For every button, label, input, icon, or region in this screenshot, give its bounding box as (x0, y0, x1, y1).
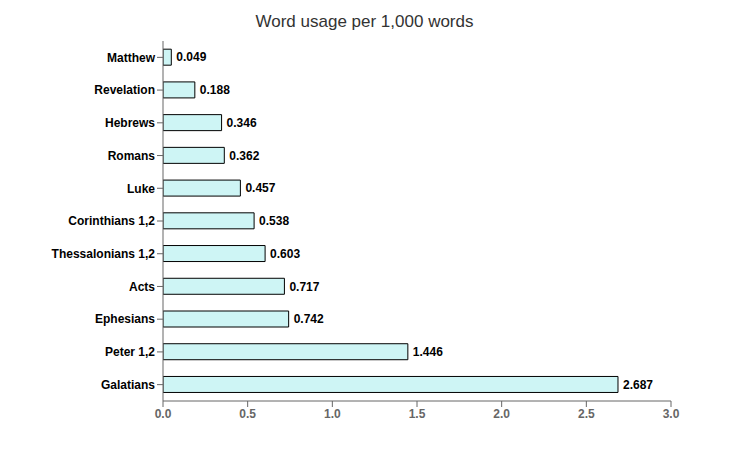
svg-text:0.049: 0.049 (176, 50, 206, 64)
svg-text:0.538: 0.538 (259, 214, 289, 228)
svg-text:0.0: 0.0 (155, 407, 172, 421)
svg-text:Hebrews: Hebrews (105, 116, 155, 130)
svg-text:0.457: 0.457 (245, 181, 275, 195)
svg-text:Acts: Acts (129, 280, 155, 294)
svg-text:3.0: 3.0 (663, 407, 680, 421)
svg-text:2.687: 2.687 (623, 378, 653, 392)
svg-text:Galatians: Galatians (101, 378, 155, 392)
svg-text:Revelation: Revelation (94, 83, 155, 97)
svg-text:Romans: Romans (108, 149, 156, 163)
svg-text:Ephesians: Ephesians (95, 312, 155, 326)
svg-text:0.5: 0.5 (239, 407, 256, 421)
svg-text:Thessalonians 1,2: Thessalonians 1,2 (52, 247, 156, 261)
svg-text:1.0: 1.0 (324, 407, 341, 421)
svg-text:0.188: 0.188 (200, 83, 230, 97)
svg-text:2.5: 2.5 (578, 407, 595, 421)
svg-text:Peter 1,2: Peter 1,2 (105, 345, 155, 359)
svg-text:1.5: 1.5 (409, 407, 426, 421)
svg-text:Luke: Luke (127, 182, 155, 196)
svg-text:1.446: 1.446 (413, 345, 443, 359)
svg-text:0.362: 0.362 (229, 149, 259, 163)
svg-text:Corinthians 1,2: Corinthians 1,2 (68, 214, 155, 228)
html-text:Word usage per 1,000 words: Word usage per 1,000 words (255, 12, 474, 31)
svg-text:0.346: 0.346 (227, 116, 257, 130)
svg-text:0.603: 0.603 (270, 247, 300, 261)
svg-text:0.717: 0.717 (289, 280, 319, 294)
svg-text:Matthew: Matthew (107, 51, 156, 65)
svg-text:0.742: 0.742 (294, 312, 324, 326)
svg-text:2.0: 2.0 (493, 407, 510, 421)
